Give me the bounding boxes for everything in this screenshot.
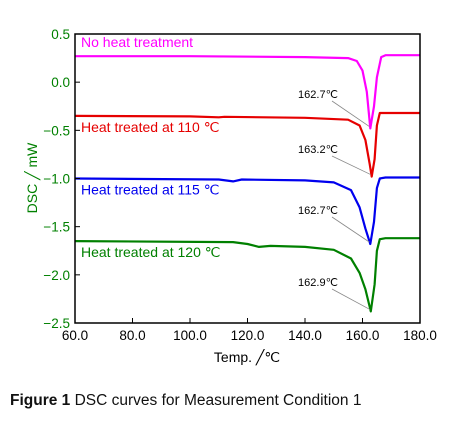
series-name-label: Heat treated at 115 ℃: [81, 182, 219, 198]
peak-label: 162.9℃: [298, 277, 338, 289]
y-tick-label: −1.5: [43, 220, 70, 235]
x-tick-label: 60.0: [62, 328, 88, 343]
x-tick-label: 180.0: [403, 328, 437, 343]
peak-leader-line: [331, 288, 371, 310]
series-name-label: Heat treated at 110 ℃: [81, 119, 219, 135]
x-tick-label: 140.0: [288, 328, 322, 343]
series-line: [74, 111, 420, 178]
series-line: [75, 54, 420, 130]
peak-label: 163.2℃: [298, 144, 338, 156]
figure-caption: Figure 1 DSC curves for Measurement Cond…: [10, 392, 440, 410]
y-tick-label: −2.5: [43, 316, 70, 331]
y-tick-label: −2.0: [43, 268, 70, 283]
x-tick-label: 120.0: [231, 328, 265, 343]
annotation-layer: No heat treatment 162.7℃ Heat treated at 1…: [81, 34, 371, 310]
x-axis-label: Temp. ╱℃: [214, 349, 280, 366]
dsc-chart: 60.0 80.0 100.0 120.0 140.0 160.0 180.0 0.5 0.0 −…: [24, 27, 437, 366]
caption-label: Figure 1: [10, 392, 71, 409]
peak-label: 162.7℃: [298, 89, 338, 101]
series-layer: [74, 54, 420, 313]
y-tick-label: −0.5: [43, 123, 70, 138]
caption-text: DSC curves for Measurement Condition 1: [70, 392, 362, 409]
x-tick-label: 160.0: [346, 328, 380, 343]
y-axis-label: DSC ╱ mW: [24, 142, 41, 213]
series-line: [74, 237, 420, 313]
series-name-label: Heat treated at 120 ℃: [81, 244, 220, 260]
axis-ticks: 60.0 80.0 100.0 120.0 140.0 160.0 180.0 0.5 0.0 −…: [43, 27, 437, 343]
peak-leader-line: [331, 155, 371, 175]
series-name-label: No heat treatment: [81, 34, 193, 50]
y-tick-label: −1.0: [43, 172, 70, 187]
series-line: [74, 176, 420, 246]
y-tick-label: 0.5: [51, 27, 70, 42]
peak-leader-line: [331, 216, 370, 243]
peak-leader-line: [331, 100, 370, 127]
x-tick-label: 100.0: [173, 328, 207, 343]
y-tick-label: 0.0: [51, 75, 70, 90]
peak-label: 162.7℃: [298, 205, 338, 217]
x-tick-label: 80.0: [119, 328, 145, 343]
